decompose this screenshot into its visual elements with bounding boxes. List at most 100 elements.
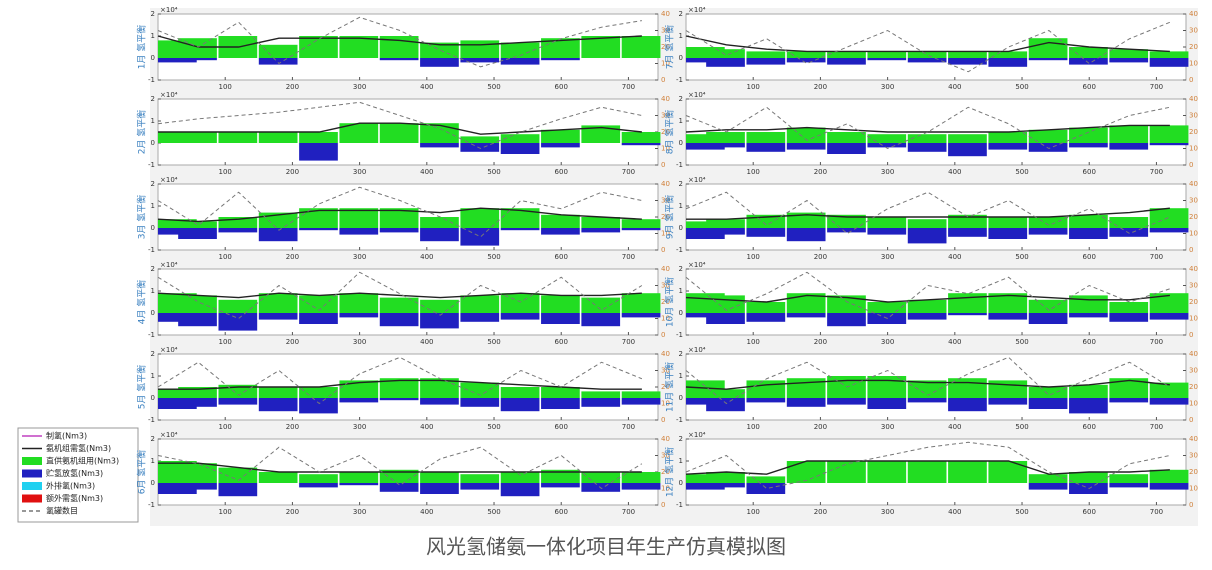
bar xyxy=(621,228,661,231)
x-tick-label: 600 xyxy=(555,338,568,346)
y2-tick-label: 30 xyxy=(661,197,670,205)
y-tick-label: -1 xyxy=(676,331,683,339)
y-tick-label: 1 xyxy=(151,117,155,125)
bar xyxy=(686,221,725,228)
bar xyxy=(948,313,987,316)
bar xyxy=(258,58,298,65)
demand-line xyxy=(685,460,1170,475)
y2-tick-label: 0 xyxy=(661,76,665,84)
y-tick-label: 1 xyxy=(679,287,683,295)
x-tick-label: 500 xyxy=(1015,423,1028,431)
x-tick-label: 500 xyxy=(1015,168,1028,176)
y2-tick-label: 20 xyxy=(1189,468,1198,476)
bar xyxy=(460,208,500,228)
y2-tick-label: 20 xyxy=(1189,383,1198,391)
y2-tick-label: 0 xyxy=(1189,416,1193,424)
y2-tick-label: 20 xyxy=(1189,43,1198,51)
x-tick-label: 700 xyxy=(622,168,635,176)
y-tick-label: 1 xyxy=(151,372,155,380)
bar xyxy=(1069,313,1108,318)
bar xyxy=(420,228,459,242)
y-scale-label: ×10⁴ xyxy=(688,176,706,184)
y2-tick-label: 0 xyxy=(661,246,665,254)
bar xyxy=(178,313,217,327)
y-tick-label: 0 xyxy=(151,54,155,62)
bar xyxy=(1149,313,1189,320)
bar xyxy=(621,219,661,228)
bar xyxy=(706,58,745,67)
bar xyxy=(1109,143,1149,150)
bar xyxy=(541,58,580,61)
bar xyxy=(299,483,338,488)
y-tick-label: 0 xyxy=(679,309,683,317)
bar xyxy=(258,398,298,412)
x-tick-label: 100 xyxy=(219,338,232,346)
bar xyxy=(500,398,540,412)
bar xyxy=(907,299,947,313)
bar xyxy=(339,380,379,398)
bar xyxy=(827,58,866,65)
x-tick-label: 500 xyxy=(1015,508,1028,516)
x-tick-label: 700 xyxy=(1150,83,1163,91)
bar xyxy=(686,313,725,318)
y-tick-label: 2 xyxy=(679,350,683,358)
demand-line xyxy=(685,124,1170,133)
bar xyxy=(460,295,500,313)
bar xyxy=(1028,474,1068,483)
bar xyxy=(581,472,621,483)
bar xyxy=(339,228,379,235)
bar xyxy=(420,378,459,398)
x-tick-label: 600 xyxy=(555,423,568,431)
y-axis-label: 8月 氢平衡 xyxy=(664,110,676,155)
x-tick-label: 600 xyxy=(1083,338,1096,346)
bar xyxy=(867,461,907,483)
y-scale-label: ×10⁴ xyxy=(160,91,178,99)
y2-tick-label: 10 xyxy=(661,60,670,68)
y-tick-label: 2 xyxy=(151,180,155,188)
x-tick-label: 700 xyxy=(1150,253,1163,261)
bar xyxy=(948,398,987,412)
bar xyxy=(1069,214,1108,228)
x-tick-label: 700 xyxy=(1150,423,1163,431)
y-tick-label: 0 xyxy=(679,139,683,147)
y-scale-label: ×10⁴ xyxy=(160,6,178,14)
bar xyxy=(686,134,725,143)
bar xyxy=(786,58,826,63)
x-tick-label: 500 xyxy=(487,253,500,261)
bar xyxy=(867,302,907,313)
bar xyxy=(541,295,580,313)
bar xyxy=(299,208,338,228)
bar xyxy=(339,472,379,483)
bar xyxy=(1149,293,1189,313)
x-tick-label: 600 xyxy=(1083,508,1096,516)
x-tick-label: 500 xyxy=(1015,253,1028,261)
x-tick-label: 700 xyxy=(1150,508,1163,516)
bar xyxy=(786,293,826,313)
y-axis-label: 4月 氢平衡 xyxy=(136,280,148,325)
bar xyxy=(541,398,580,409)
bar xyxy=(339,36,379,58)
y2-tick-label: 30 xyxy=(661,112,670,120)
legend-label: 外排氢(Nm3) xyxy=(46,481,95,491)
y2-tick-label: 20 xyxy=(661,43,670,51)
bar xyxy=(541,387,580,398)
x-tick-label: 300 xyxy=(881,83,894,91)
bar xyxy=(621,132,661,143)
x-tick-label: 200 xyxy=(814,508,827,516)
bar xyxy=(258,387,298,398)
bar xyxy=(420,483,459,494)
x-tick-label: 400 xyxy=(948,168,961,176)
legend-label: 制氢(Nm3) xyxy=(46,431,87,441)
bar xyxy=(581,125,621,143)
y-tick-label: -1 xyxy=(148,246,155,254)
y-tick-label: -1 xyxy=(676,161,683,169)
bar xyxy=(541,469,580,483)
x-tick-label: 300 xyxy=(353,253,366,261)
y2-tick-label: 40 xyxy=(661,350,670,358)
bar xyxy=(621,391,661,398)
x-tick-label: 400 xyxy=(420,508,433,516)
bar xyxy=(686,143,725,150)
y-tick-label: -1 xyxy=(676,501,683,509)
bar xyxy=(420,123,459,143)
bar xyxy=(581,398,621,407)
